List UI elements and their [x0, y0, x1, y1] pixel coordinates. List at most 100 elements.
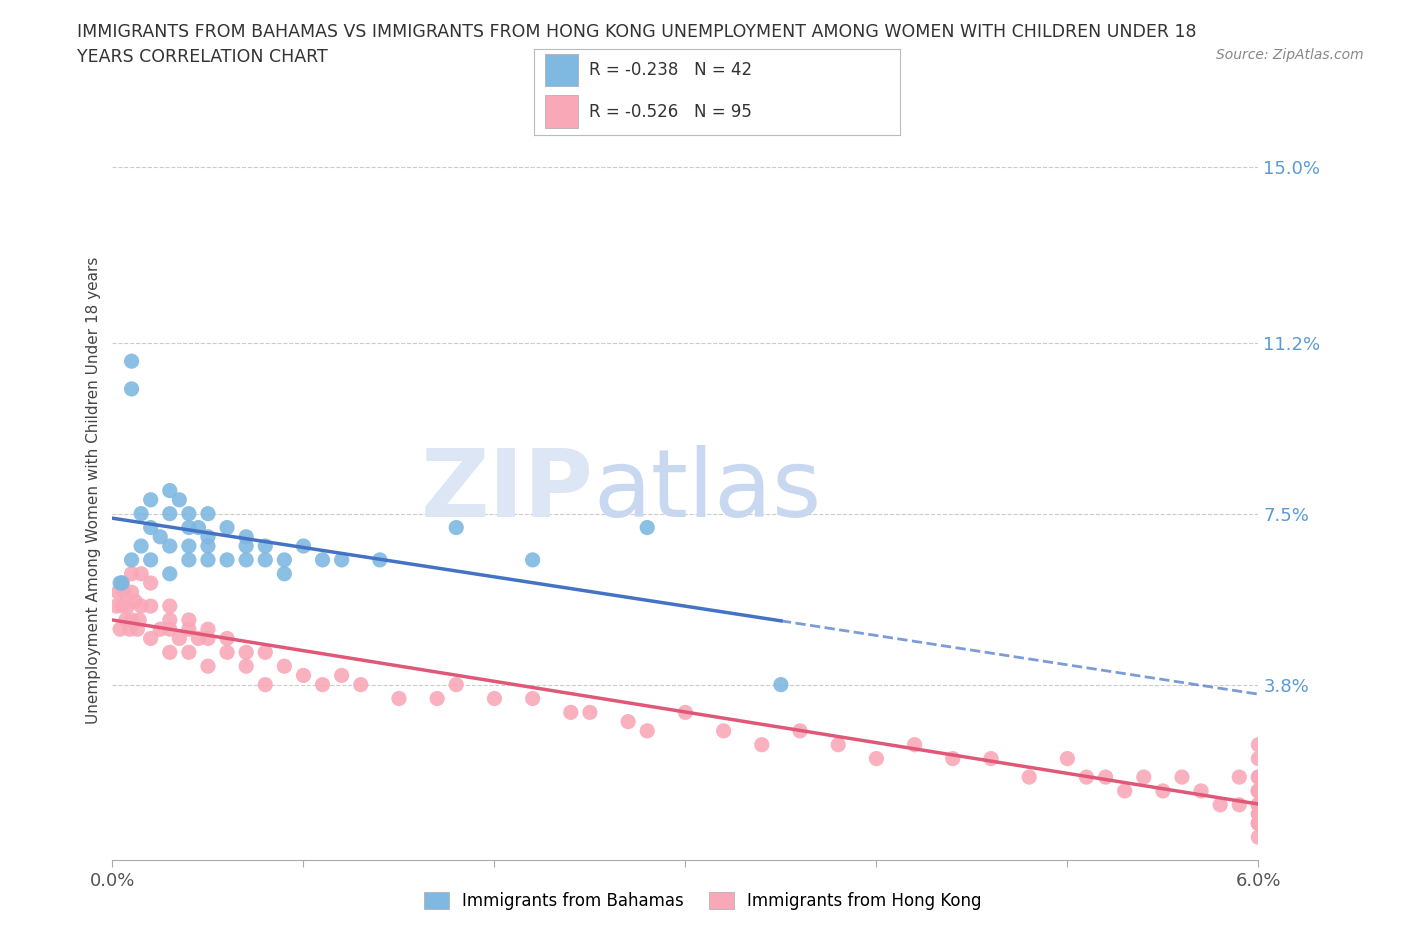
- Point: [235, 529, 257, 544]
- Point: [1189, 783, 1212, 798]
- Point: [111, 576, 134, 591]
- Point: [1094, 770, 1116, 785]
- Point: [117, 599, 139, 614]
- Point: [1247, 783, 1270, 798]
- Point: [1247, 783, 1270, 798]
- Point: [187, 631, 209, 646]
- Point: [235, 658, 257, 673]
- Point: [1247, 797, 1270, 812]
- Point: [169, 631, 191, 646]
- Text: ZIP: ZIP: [420, 445, 593, 537]
- Point: [129, 538, 152, 553]
- Point: [1247, 830, 1270, 844]
- Point: [127, 622, 149, 637]
- Point: [368, 552, 391, 567]
- Point: [1076, 770, 1098, 785]
- Point: [118, 622, 141, 637]
- Text: atlas: atlas: [593, 445, 823, 537]
- Point: [254, 677, 277, 692]
- Point: [617, 714, 640, 729]
- Point: [177, 538, 200, 553]
- FancyBboxPatch shape: [546, 96, 578, 128]
- Point: [636, 724, 658, 738]
- Point: [713, 724, 735, 738]
- Point: [522, 691, 544, 706]
- Point: [217, 631, 239, 646]
- Point: [1247, 816, 1270, 830]
- Point: [159, 484, 181, 498]
- Point: [292, 668, 315, 683]
- Text: R = -0.526   N = 95: R = -0.526 N = 95: [589, 102, 752, 121]
- Point: [197, 631, 219, 646]
- Point: [1247, 783, 1270, 798]
- Point: [522, 552, 544, 567]
- Point: [159, 506, 181, 521]
- Point: [112, 585, 135, 600]
- Point: [1247, 806, 1270, 821]
- Point: [139, 492, 162, 507]
- Point: [197, 538, 219, 553]
- Point: [942, 751, 965, 766]
- Point: [159, 644, 181, 659]
- Point: [388, 691, 411, 706]
- Point: [177, 622, 200, 637]
- Point: [675, 705, 697, 720]
- Point: [217, 552, 239, 567]
- Point: [1247, 797, 1270, 812]
- Point: [177, 520, 200, 535]
- Point: [107, 585, 129, 600]
- Point: [197, 658, 219, 673]
- Point: [217, 644, 239, 659]
- Point: [1247, 783, 1270, 798]
- Point: [1018, 770, 1040, 785]
- Point: [159, 538, 181, 553]
- Point: [235, 552, 257, 567]
- Point: [1227, 797, 1250, 812]
- Point: [330, 668, 353, 683]
- Point: [444, 677, 467, 692]
- Point: [108, 622, 131, 637]
- Point: [311, 677, 333, 692]
- Point: [177, 552, 200, 567]
- Point: [769, 677, 792, 692]
- Point: [1247, 751, 1270, 766]
- Point: [311, 552, 333, 567]
- Point: [865, 751, 887, 766]
- Point: [187, 520, 209, 535]
- Point: [273, 658, 295, 673]
- Point: [484, 691, 506, 706]
- Point: [139, 520, 162, 535]
- Point: [129, 599, 152, 614]
- Point: [128, 613, 150, 628]
- Point: [254, 644, 277, 659]
- Text: IMMIGRANTS FROM BAHAMAS VS IMMIGRANTS FROM HONG KONG UNEMPLOYMENT AMONG WOMEN WI: IMMIGRANTS FROM BAHAMAS VS IMMIGRANTS FR…: [77, 23, 1197, 41]
- Point: [1209, 797, 1232, 812]
- Text: R = -0.238   N = 42: R = -0.238 N = 42: [589, 60, 752, 79]
- Point: [1247, 797, 1270, 812]
- Point: [235, 644, 257, 659]
- Point: [177, 506, 200, 521]
- Point: [124, 594, 146, 609]
- Point: [129, 506, 152, 521]
- Point: [139, 576, 162, 591]
- Point: [292, 538, 315, 553]
- Point: [1247, 816, 1270, 830]
- Point: [254, 538, 277, 553]
- Point: [121, 381, 143, 396]
- Text: YEARS CORRELATION CHART: YEARS CORRELATION CHART: [77, 48, 328, 66]
- Point: [273, 566, 295, 581]
- Point: [636, 520, 658, 535]
- Point: [159, 599, 181, 614]
- Text: Source: ZipAtlas.com: Source: ZipAtlas.com: [1216, 48, 1364, 62]
- Point: [197, 506, 219, 521]
- Point: [1247, 770, 1270, 785]
- Point: [108, 576, 131, 591]
- Point: [139, 552, 162, 567]
- Point: [159, 566, 181, 581]
- Point: [1227, 770, 1250, 785]
- Point: [197, 622, 219, 637]
- Point: [751, 737, 773, 752]
- Point: [1133, 770, 1156, 785]
- Point: [1247, 806, 1270, 821]
- Point: [159, 613, 181, 628]
